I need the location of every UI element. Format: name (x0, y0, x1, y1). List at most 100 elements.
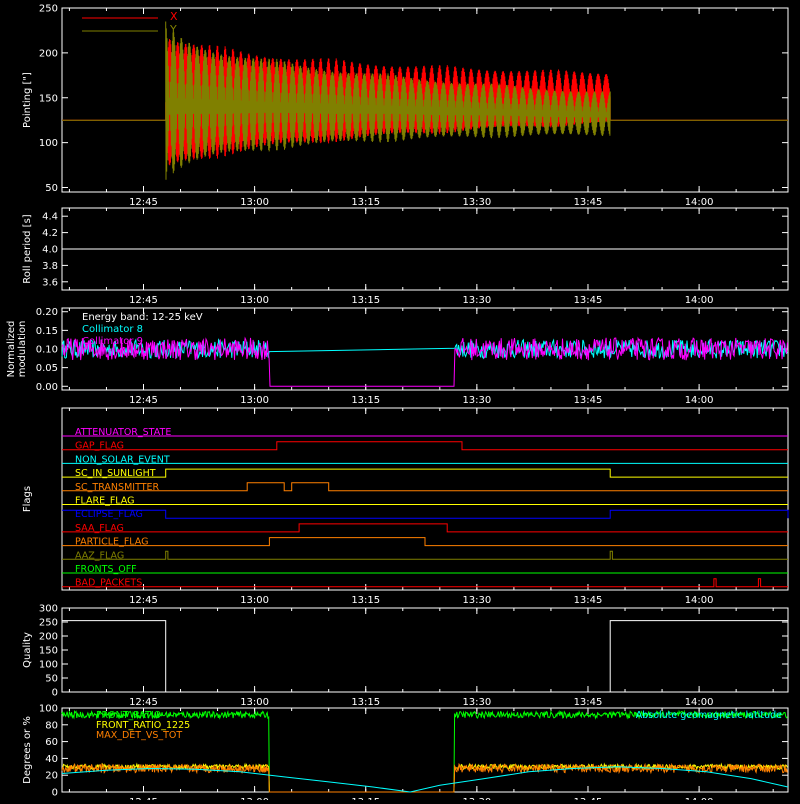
x-tick-label: 14:00 (685, 295, 714, 306)
x-tick-label: 13:45 (574, 595, 603, 606)
y-axis-label: Roll period [s] (22, 214, 33, 283)
x-tick-label: 13:45 (574, 295, 603, 306)
ratio-legend-front-ratio-1225: FRONT_RATIO_1225 (96, 720, 190, 731)
y-tick-label: 4.4 (42, 212, 58, 223)
ratio-legend-max-det-vs-tot: MAX_DET_VS_TOT (96, 730, 182, 741)
y-tick-label: 200 (39, 632, 58, 643)
flag-label-eclipse-flag: ECLIPSE_FLAG (75, 509, 143, 520)
x-tick-label: 13:45 (574, 197, 603, 208)
flag-label-sc-transmitter: SC_TRANSMITTER (75, 482, 160, 493)
modulation-panel: 12:45 13:00 13:15 13:30 13:45 14:00 0.00 0.05 0.… (6, 307, 789, 406)
x-tick-label: 13:15 (351, 395, 380, 406)
flag-label-non-solar-event: NON_SOLAR_EVENT (75, 454, 170, 465)
ratios-panel: 12:4513:0013:1513:3013:4514:000204060801… (22, 704, 789, 804)
y-tick-label: 3.8 (42, 261, 58, 272)
y-tick-label: 250 (39, 618, 58, 629)
ratio-series-max-det-vs-tot (61, 762, 788, 793)
quality-line (62, 620, 788, 693)
x-tick-label: 13:15 (351, 697, 380, 708)
x-tick-label: 13:00 (240, 395, 269, 406)
quality-panel: 12:45 13:00 13:15 13:30 13:45 14:00 0 50 100 150 2… (22, 604, 789, 708)
y-tick-label: 40 (45, 754, 58, 765)
y-tick-label: 0.15 (36, 326, 58, 337)
x-tick-label: 12:45 (129, 197, 158, 208)
flags-frame (61, 407, 789, 591)
x-tick-label: 14:00 (685, 697, 714, 708)
modulation-series-collimator-9 (61, 336, 788, 387)
flag-label-particle-flag: PARTICLE_FLAG (75, 537, 148, 548)
x-tick-label: 13:15 (351, 295, 380, 306)
x-tick-label: 13:45 (574, 697, 603, 708)
y-tick-label: 200 (39, 48, 58, 59)
x-tick-label: 12:45 (129, 395, 158, 406)
x-tick-label: 13:00 (240, 697, 269, 708)
flag-label-gap-flag: GAP_FLAG (75, 441, 124, 452)
x-tick-label: 13:30 (462, 197, 491, 208)
flags-panel: 12:45 13:00 13:15 13:30 13:45 14:00 Flags ATTEN… (22, 407, 789, 606)
y-axis-label: Normalized (6, 321, 17, 378)
x-tick-label: 13:00 (240, 197, 269, 208)
flag-line-eclipse-flag (62, 509, 789, 519)
y-tick-label: 0.05 (36, 363, 58, 374)
flag-label-bad-packets: BAD_PACKETS (75, 578, 142, 589)
y-tick-label: 100 (39, 704, 58, 715)
flag-line-aaz-flag (62, 550, 788, 560)
flag-line-gap-flag (62, 441, 788, 451)
x-tick-label: 13:30 (462, 595, 491, 606)
x-tick-label: 14:00 (685, 395, 714, 406)
ratio-series-absolute-geomagnetic-latitude (61, 766, 789, 793)
flag-line-particle-flag (62, 537, 788, 547)
y-axis-label: Quality (22, 632, 33, 668)
flag-label-saa-flag: SAA_FLAG (75, 523, 124, 534)
x-tick-label: 13:45 (574, 395, 603, 406)
y-tick-label: 50 (45, 674, 58, 685)
flag-label-aaz-flag: AAZ_FLAG (75, 550, 124, 561)
x-tick-label: 12:45 (129, 697, 158, 708)
x-tick-label: 12:45 (129, 295, 158, 306)
pointing-series-y (62, 21, 788, 180)
y-axis-label: modulation (17, 321, 28, 378)
roll-period-panel: 12:45 13:00 13:15 13:30 13:45 14:00 3.6 3.8 4.0 4… (22, 207, 789, 306)
modulation-annotation-1: Collimator 8 (82, 324, 143, 335)
y-tick-label: 100 (39, 138, 58, 149)
x-tick-label: 14:00 (685, 197, 714, 208)
y-tick-label: 150 (39, 646, 58, 657)
y-tick-label: 4.0 (42, 245, 58, 256)
x-tick-label: 13:00 (240, 295, 269, 306)
y-tick-label: 0.00 (36, 382, 58, 393)
flag-line-saa-flag (62, 523, 788, 533)
y-tick-label: 0.20 (36, 307, 58, 318)
modulation-annotation-2: Collimator 9 (82, 336, 143, 347)
legend-label-x: X (170, 10, 178, 23)
x-tick-label: 13:00 (240, 595, 269, 606)
x-tick-label: 13:15 (351, 595, 380, 606)
y-axis-label: Degrees or % (22, 716, 33, 784)
y-tick-label: 0.10 (36, 345, 58, 356)
x-tick-label: 12:45 (129, 595, 158, 606)
pointing-frame (61, 7, 789, 193)
flag-label-sc-in-sunlight: SC_IN_SUNLIGHT (75, 468, 156, 479)
x-tick-label: 13:30 (462, 395, 491, 406)
y-axis-label: Pointing ["] (22, 72, 33, 128)
y-tick-label: 80 (45, 720, 58, 731)
y-tick-label: 0 (52, 688, 58, 699)
y-tick-label: 100 (39, 660, 58, 671)
flag-line-bad-packets (62, 578, 788, 588)
flag-line-sc-in-sunlight (62, 468, 788, 478)
pointing-panel: 12:45 13:00 13:15 13:30 13:45 14:00 50 100 150 20… (22, 4, 789, 208)
ratio-right-annotation: Absolute geomagnetic latitude (636, 710, 782, 721)
flag-label-fronts-off: FRONTS_OFF (75, 564, 137, 575)
x-tick-label: 13:30 (462, 295, 491, 306)
y-tick-label: 300 (39, 604, 58, 615)
y-tick-label: 60 (45, 737, 58, 748)
legend-label-y: Y (169, 23, 177, 36)
flag-line-sc-transmitter (62, 482, 788, 492)
y-tick-label: 3.6 (42, 277, 58, 288)
y-tick-label: 150 (39, 93, 58, 104)
modulation-annotation-0: Energy band: 12-25 keV (82, 312, 203, 323)
y-axis-label: Flags (22, 486, 33, 512)
flag-label-flare-flag: FLARE_FLAG (75, 496, 135, 507)
y-tick-label: 20 (45, 771, 58, 782)
y-tick-label: 0 (52, 788, 58, 799)
